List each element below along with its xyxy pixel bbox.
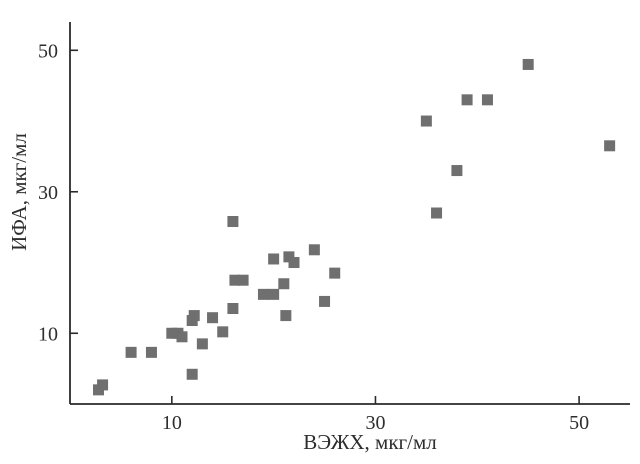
data-points: [93, 58, 616, 396]
data-point: [308, 244, 320, 256]
y-tick-label: 50: [38, 40, 58, 62]
y-axis-label: ИФА, мкг/мл: [7, 133, 31, 251]
axes: [69, 22, 630, 405]
data-point: [227, 303, 239, 314]
data-point: [522, 58, 534, 70]
data-point: [461, 94, 473, 106]
x-tick-label: 50: [569, 412, 589, 434]
data-point: [145, 346, 157, 358]
x-tick-label: 10: [162, 412, 182, 434]
data-point: [237, 274, 249, 286]
data-point: [451, 165, 463, 177]
data-point: [604, 140, 616, 152]
data-point: [186, 368, 198, 380]
x-axis-label: ВЭЖХ, мкг/мл: [303, 430, 437, 454]
data-point: [196, 338, 208, 350]
y-tick-label: 10: [38, 323, 58, 345]
data-point: [268, 288, 280, 300]
data-point: [329, 267, 341, 279]
data-point: [227, 215, 239, 227]
data-point: [176, 331, 188, 343]
data-point: [481, 94, 493, 106]
data-point: [431, 207, 443, 219]
data-point: [280, 310, 292, 322]
data-point: [217, 326, 229, 338]
data-point: [188, 310, 200, 322]
y-tick-label: 30: [38, 182, 58, 204]
data-point: [268, 253, 280, 265]
data-point: [319, 295, 331, 307]
data-point: [166, 327, 178, 339]
data-point: [278, 278, 290, 290]
data-point: [125, 346, 137, 358]
x-tick-label: 30: [365, 412, 385, 434]
data-point: [97, 379, 109, 391]
data-point: [257, 288, 269, 300]
data-point: [420, 115, 432, 127]
data-point: [207, 312, 219, 324]
data-point: [288, 257, 300, 269]
data-point: [229, 274, 241, 286]
data-point: [283, 251, 295, 263]
ticks: 10 30 50 10 30 50: [38, 40, 589, 434]
